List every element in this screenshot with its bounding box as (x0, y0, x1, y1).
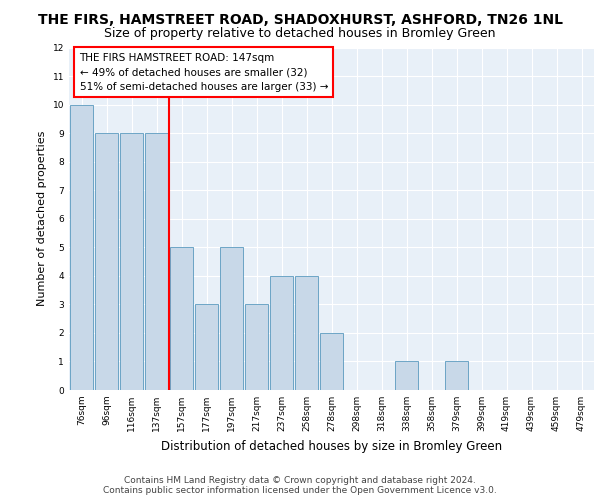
Bar (220, 248, 243, 390)
Text: Contains HM Land Registry data © Crown copyright and database right 2024.
Contai: Contains HM Land Registry data © Crown c… (103, 476, 497, 495)
Bar (120, 133, 143, 390)
Text: THE FIRS, HAMSTREET ROAD, SHADOXHURST, ASHFORD, TN26 1NL: THE FIRS, HAMSTREET ROAD, SHADOXHURST, A… (37, 12, 563, 26)
Y-axis label: Number of detached properties: Number of detached properties (37, 131, 47, 306)
Bar (445, 362, 468, 390)
Bar (295, 276, 318, 390)
X-axis label: Distribution of detached houses by size in Bromley Green: Distribution of detached houses by size … (161, 440, 502, 452)
Bar (395, 362, 418, 390)
Bar (320, 333, 343, 390)
Bar (145, 133, 168, 390)
Bar (270, 276, 293, 390)
Bar (195, 304, 218, 390)
Bar (70, 104, 93, 390)
Bar (170, 248, 193, 390)
Bar (95, 133, 118, 390)
Text: Size of property relative to detached houses in Bromley Green: Size of property relative to detached ho… (104, 28, 496, 40)
Text: THE FIRS HAMSTREET ROAD: 147sqm
← 49% of detached houses are smaller (32)
51% of: THE FIRS HAMSTREET ROAD: 147sqm ← 49% of… (79, 52, 328, 92)
Bar (245, 304, 268, 390)
